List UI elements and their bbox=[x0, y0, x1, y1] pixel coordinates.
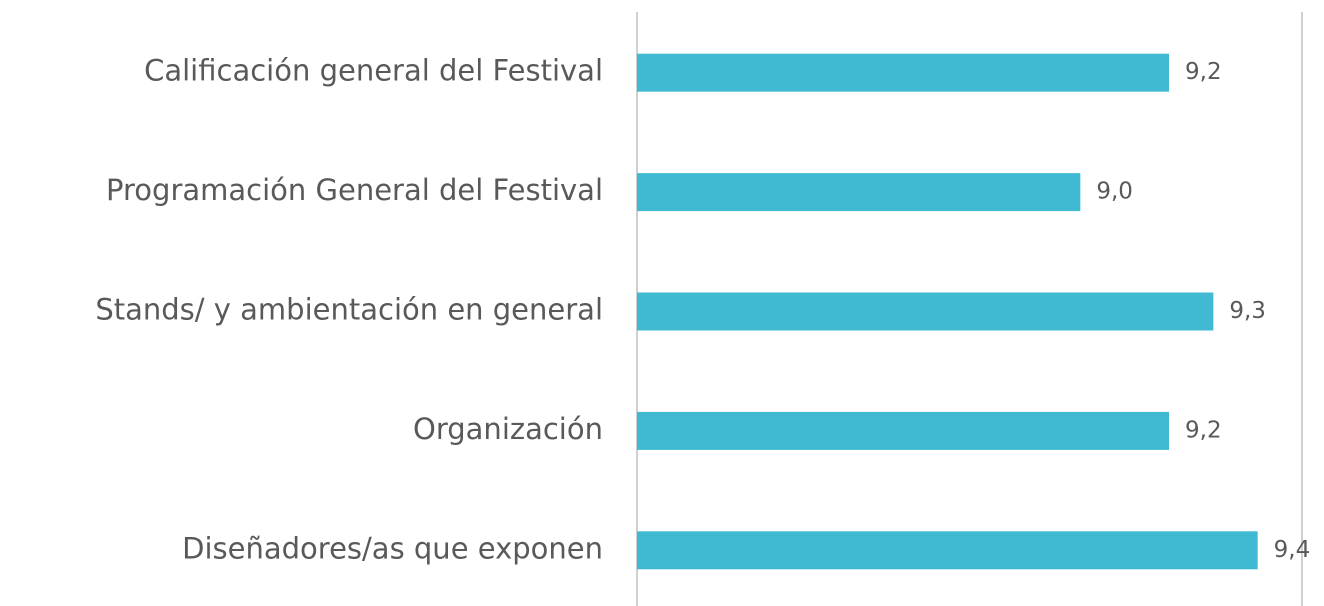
bar bbox=[637, 292, 1214, 331]
value-label: 9,2 bbox=[1185, 417, 1222, 443]
bar bbox=[637, 173, 1081, 212]
y-tick-label: Diseñadores/as que exponen bbox=[182, 531, 603, 565]
bar bbox=[637, 411, 1169, 450]
y-tick-label: Stands/ y ambientación en general bbox=[95, 293, 603, 327]
y-tick-label: Programación General del Festival bbox=[106, 173, 603, 207]
value-label: 9,3 bbox=[1229, 298, 1266, 324]
bar bbox=[637, 531, 1258, 570]
y-tick-label: Organización bbox=[413, 412, 603, 446]
y-tick-label: Calificación general del Festival bbox=[144, 54, 603, 88]
value-label: 9,4 bbox=[1274, 537, 1311, 563]
value-label: 9,2 bbox=[1185, 59, 1222, 85]
bar bbox=[637, 53, 1169, 92]
value-label: 9,0 bbox=[1096, 179, 1133, 205]
